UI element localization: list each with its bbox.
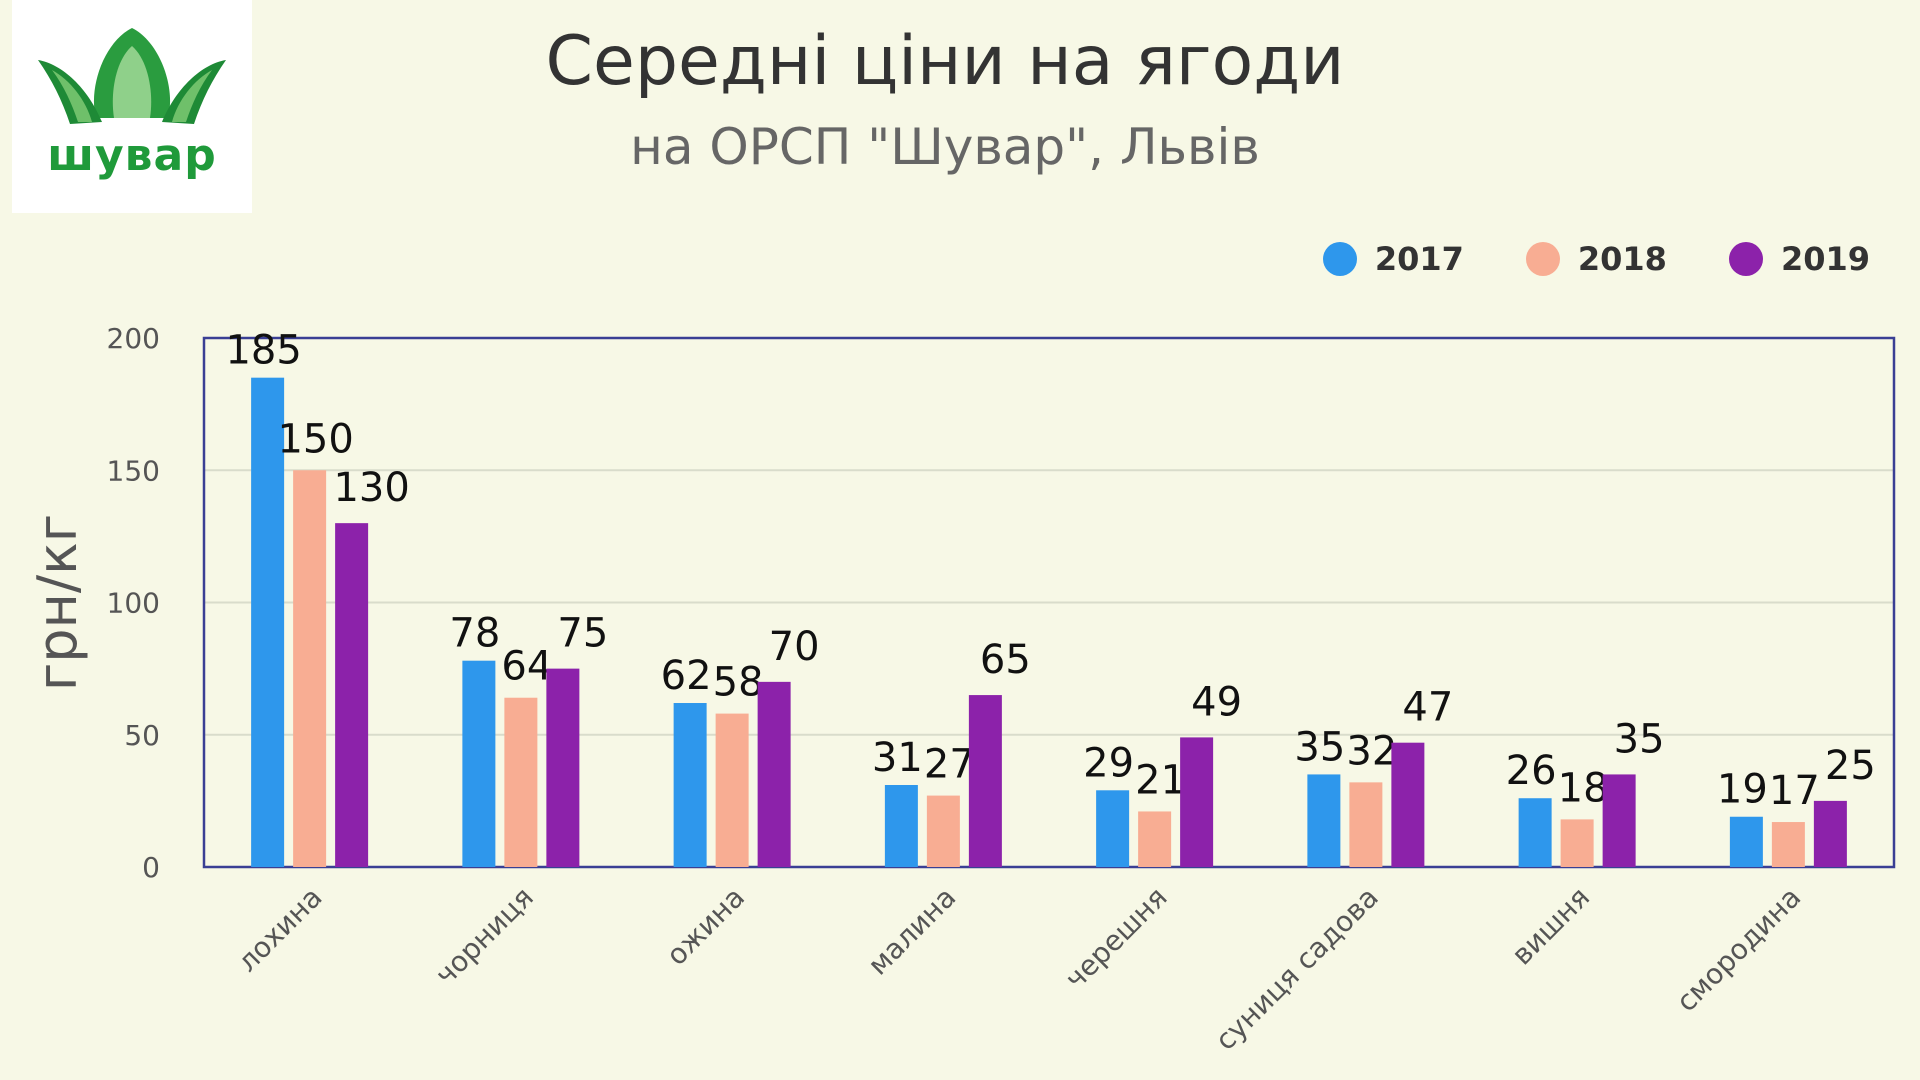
x-tick-label: суниця садова [1209,881,1385,1057]
data-label: 29 [1083,740,1134,786]
data-label: 25 [1825,743,1876,789]
data-label: 130 [333,465,409,511]
data-label: 21 [1135,757,1186,803]
chart-legend: 2017 2018 2019 [1322,240,1870,278]
bar-2019 [757,681,791,867]
bar-2018 [1349,782,1383,867]
bar-2018 [926,795,960,867]
bar-2019 [1180,737,1214,867]
y-tick-label: 150 [107,454,160,487]
legend-dot-2018 [1525,242,1560,276]
x-tick-label: лохина [231,881,329,979]
x-tick-label: черешня [1059,881,1174,996]
y-tick-label: 50 [124,719,160,752]
x-tick-label: вишня [1505,881,1596,972]
data-label: 47 [1402,685,1453,731]
logo-leaves-icon [38,28,226,124]
bar-2019 [1391,742,1425,867]
x-tick-label: ожина [660,881,751,972]
bar-2017 [884,785,918,867]
bar-2019 [1602,774,1636,867]
data-label: 35 [1614,716,1665,762]
y-tick-label: 0 [142,851,160,884]
bar-2018 [1138,811,1172,867]
chart-subtitle: на ОРСП "Шувар", Львів [630,118,1260,176]
bar-2017 [462,660,496,867]
bar-2017 [1307,774,1341,867]
data-label: 78 [449,611,500,657]
data-label: 49 [1191,679,1242,725]
data-label: 17 [1769,768,1820,814]
y-tick-label: 200 [107,322,160,355]
data-label: 31 [872,735,923,781]
legend-dot-2017 [1322,242,1357,276]
x-tick-label: чорниця [429,881,540,992]
legend-item-2017[interactable]: 2017 [1322,240,1464,278]
bar-2017 [1518,798,1552,867]
data-label: 26 [1506,748,1557,794]
bar-2018 [715,713,749,867]
y-axis-label: грн/кг [26,514,89,691]
plot-frame [202,336,1896,869]
bar-2018 [293,470,327,867]
bar-2018 [504,697,538,867]
data-label: 27 [924,742,975,788]
data-label: 18 [1558,765,1609,811]
bar-2017 [1096,790,1130,867]
data-label: 65 [980,637,1031,683]
data-label: 70 [769,624,820,670]
data-label: 185 [225,328,301,374]
bar-2018 [1771,822,1805,867]
bar-2019 [1813,800,1847,867]
bar-2018 [1560,819,1594,867]
data-label: 58 [713,660,764,706]
legend-dot-2019 [1728,242,1763,276]
legend-item-2018[interactable]: 2018 [1525,240,1667,278]
legend-label-2019: 2019 [1780,240,1870,278]
data-label: 32 [1346,728,1397,774]
bar-2017 [673,703,707,867]
data-label: 75 [557,611,608,657]
bar-2019 [546,668,580,867]
logo-text: шувар [47,130,217,181]
bar-2019 [968,695,1002,867]
bar-2017 [251,377,285,867]
legend-label-2018: 2018 [1577,240,1667,278]
data-label: 64 [501,644,552,690]
data-label: 62 [661,653,712,699]
logo: шувар [12,0,252,213]
data-label: 35 [1294,724,1345,770]
bar-2019 [335,523,369,867]
data-label: 150 [277,416,353,462]
chart-title: Середні ціни на ягоди [545,22,1345,101]
legend-label-2017: 2017 [1374,240,1464,278]
bar-2017 [1729,816,1763,867]
data-label: 19 [1717,767,1768,813]
x-tick-label: смородина [1670,881,1808,1019]
x-tick-label: малина [861,881,962,982]
y-tick-label: 100 [107,587,160,620]
legend-item-2019[interactable]: 2019 [1728,240,1870,278]
